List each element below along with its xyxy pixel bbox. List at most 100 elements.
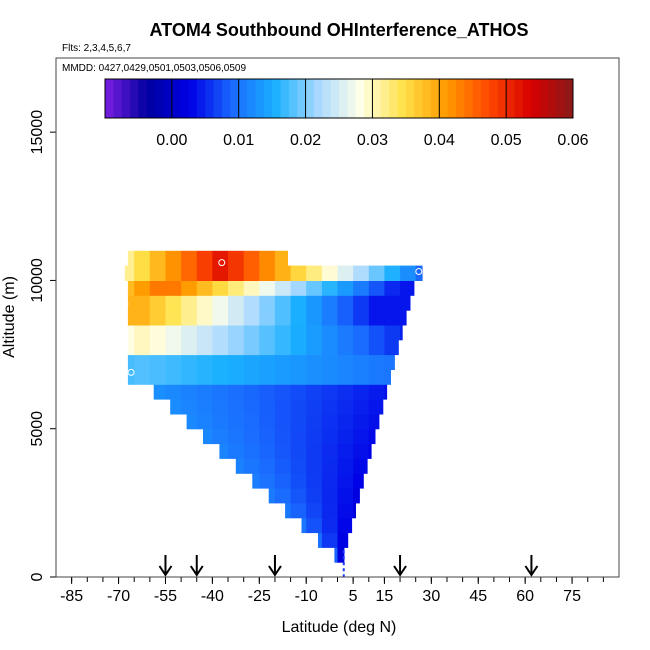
heatmap-cell (384, 384, 388, 400)
heatmap-cell (368, 399, 384, 415)
x-tick-label: 60 (516, 588, 534, 605)
colorbar-segment (414, 79, 424, 118)
heatmap-cell (337, 310, 354, 326)
colorbar-segment (439, 79, 449, 118)
heatmap-cell (243, 369, 260, 385)
heatmap-cell (181, 324, 198, 341)
heatmap-cell (153, 384, 166, 400)
heatmap-cell (212, 354, 229, 370)
heatmap-cell (290, 443, 307, 459)
heatmap-cell (134, 354, 151, 370)
heatmap-cell (274, 413, 292, 430)
heatmap-cell (353, 310, 370, 326)
heatmap-cell (274, 354, 292, 370)
heatmap-cell (243, 384, 260, 400)
colorbar-segment (539, 79, 549, 118)
heatmap-cell (274, 399, 292, 415)
heatmap-cell (337, 295, 354, 311)
heatmap-cell (212, 399, 229, 415)
colorbar-segment (522, 79, 532, 118)
heatmap-cell (368, 443, 372, 459)
y-tick-label: 10000 (29, 258, 46, 303)
heatmap-cell (353, 384, 370, 400)
x-tick-label: 75 (563, 588, 581, 605)
heatmap-cell (353, 295, 370, 311)
heatmap-cell (274, 310, 292, 326)
heatmap-cell (306, 413, 323, 430)
heatmap-cell (306, 295, 323, 311)
down-arrow-icon (393, 555, 407, 577)
heatmap-cell (228, 250, 245, 267)
x-tick-label: -85 (60, 588, 83, 605)
circle-marker (218, 259, 226, 267)
heatmap-cell (228, 265, 245, 281)
plot-frame (55, 57, 620, 578)
heatmap-cell (212, 310, 229, 326)
colorbar-segment (364, 79, 373, 118)
colorbar-segment (105, 79, 114, 118)
heatmap-cell (212, 280, 229, 296)
heatmap-cell (353, 443, 370, 459)
heatmap-cell (290, 354, 307, 370)
heatmap-cell (243, 265, 260, 281)
heatmap-cell (337, 399, 354, 415)
heatmap-cell (196, 399, 213, 415)
heatmap-cell (321, 458, 339, 474)
heatmap-cell (165, 339, 182, 356)
heatmap-cell (306, 280, 323, 296)
heatmap-cell (384, 280, 401, 296)
heatmap-cell (353, 369, 370, 385)
arrow-head (268, 565, 282, 577)
colorbar-segment (514, 79, 524, 118)
heatmap-cell (181, 369, 198, 385)
heatmap-cell (353, 339, 370, 356)
heatmap-cell (149, 354, 166, 370)
heatmap-cell (235, 458, 245, 474)
heatmap-cell (228, 324, 245, 341)
heatmap-cell (368, 295, 385, 311)
heatmap-cell (384, 295, 401, 311)
heatmap-cell (196, 250, 213, 267)
heatmap-cell (321, 369, 339, 385)
x-tick-label: -70 (107, 588, 130, 605)
x-tick-label: 5 (349, 588, 358, 605)
heatmap-cell (134, 324, 151, 341)
heatmap-cell (165, 265, 182, 281)
heatmap-cell (321, 399, 339, 415)
heatmap-cell (243, 339, 260, 356)
heatmap-cell (337, 443, 354, 459)
down-arrow-icon (189, 555, 204, 577)
heatmap-cell (134, 250, 151, 267)
colorbar-segment (564, 79, 574, 118)
heatmap-cell (368, 354, 385, 370)
heatmap-cell (290, 488, 307, 504)
heatmap-cell (353, 458, 368, 474)
heatmap-cell (337, 324, 354, 341)
heatmap-cell (165, 250, 182, 267)
heatmap-cell (181, 265, 198, 281)
colorbar-segment (380, 79, 390, 118)
heatmap-cell (337, 502, 354, 519)
heatmap-cell (274, 339, 292, 356)
colorbar-tick-label: 0.06 (557, 132, 588, 149)
colorbar-segment (171, 79, 181, 118)
heatmap-cell (274, 295, 292, 311)
heatmap-cell (181, 310, 198, 326)
heatmap-cell (149, 265, 166, 281)
heatmap-cell (274, 384, 292, 400)
heatmap-cell (228, 339, 245, 356)
heatmap-cell (134, 295, 151, 311)
heatmap-cell (353, 473, 364, 489)
heatmap-cell (268, 488, 276, 504)
x-tick-label: -40 (201, 588, 224, 605)
heatmap-cell (127, 339, 135, 356)
heatmap-cell (243, 399, 260, 415)
colorbar-tick-label: 0.01 (223, 132, 254, 149)
y-tick-label: 5000 (29, 411, 46, 447)
heatmap-cell (274, 488, 292, 504)
colorbar-segment (305, 79, 315, 118)
heatmap-cell (290, 265, 307, 281)
heatmap-cell (212, 384, 229, 400)
heatmap-cell (165, 280, 182, 296)
axes: 0 5000 10000 15000 -85 -70 -55 -40 -25 -10 5 15 30 45… (29, 110, 604, 605)
